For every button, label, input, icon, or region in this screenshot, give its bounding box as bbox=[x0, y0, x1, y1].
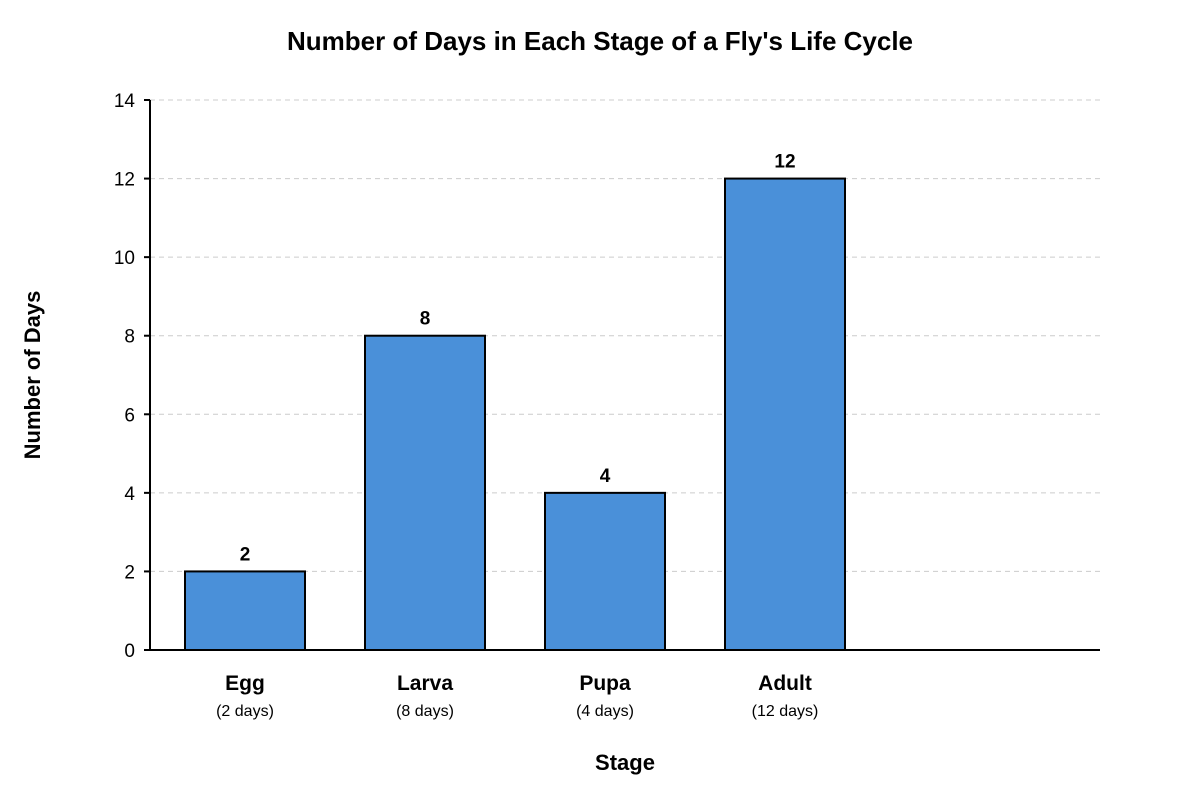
y-axis-ticks: 0 2 4 6 8 10 12 14 bbox=[114, 91, 150, 662]
y-tick-label: 14 bbox=[114, 91, 136, 112]
y-tick-label: 0 bbox=[124, 641, 135, 662]
chart-title: Number of Days in Each Stage of a Fly's … bbox=[287, 26, 913, 56]
data-label: 2 bbox=[240, 544, 251, 565]
y-tick-label: 8 bbox=[124, 327, 135, 348]
bar-egg bbox=[184, 570, 306, 652]
x-tick-label: Larva bbox=[397, 672, 453, 695]
bar-pupa bbox=[544, 491, 666, 651]
x-tick-label: Pupa bbox=[579, 672, 631, 695]
x-tick-sublabel: (2 days) bbox=[216, 703, 274, 720]
x-tick-sublabel: (4 days) bbox=[576, 703, 634, 720]
y-tick-label: 6 bbox=[124, 405, 135, 426]
x-axis-labels: Egg (2 days) Larva (8 days) Pupa (4 days) Adul… bbox=[216, 672, 818, 720]
y-tick-label: 10 bbox=[114, 248, 135, 269]
bar-adult bbox=[724, 177, 846, 651]
axes bbox=[149, 100, 1100, 651]
bars bbox=[184, 177, 846, 652]
bar-larva bbox=[364, 334, 486, 651]
y-axis-title: Number of Days bbox=[20, 291, 45, 460]
x-axis-title: Stage bbox=[595, 750, 655, 775]
x-tick-sublabel: (12 days) bbox=[752, 703, 819, 720]
y-tick-label: 2 bbox=[124, 562, 135, 583]
data-label: 4 bbox=[600, 466, 611, 487]
x-tick-label: Adult bbox=[758, 672, 812, 695]
x-tick-label: Egg bbox=[225, 672, 265, 695]
x-tick-sublabel: (8 days) bbox=[396, 703, 454, 720]
y-tick-label: 4 bbox=[124, 484, 135, 505]
data-labels: 2 8 4 12 bbox=[240, 152, 796, 566]
data-label: 12 bbox=[774, 152, 795, 173]
data-label: 8 bbox=[420, 309, 431, 330]
y-tick-label: 12 bbox=[114, 170, 135, 191]
